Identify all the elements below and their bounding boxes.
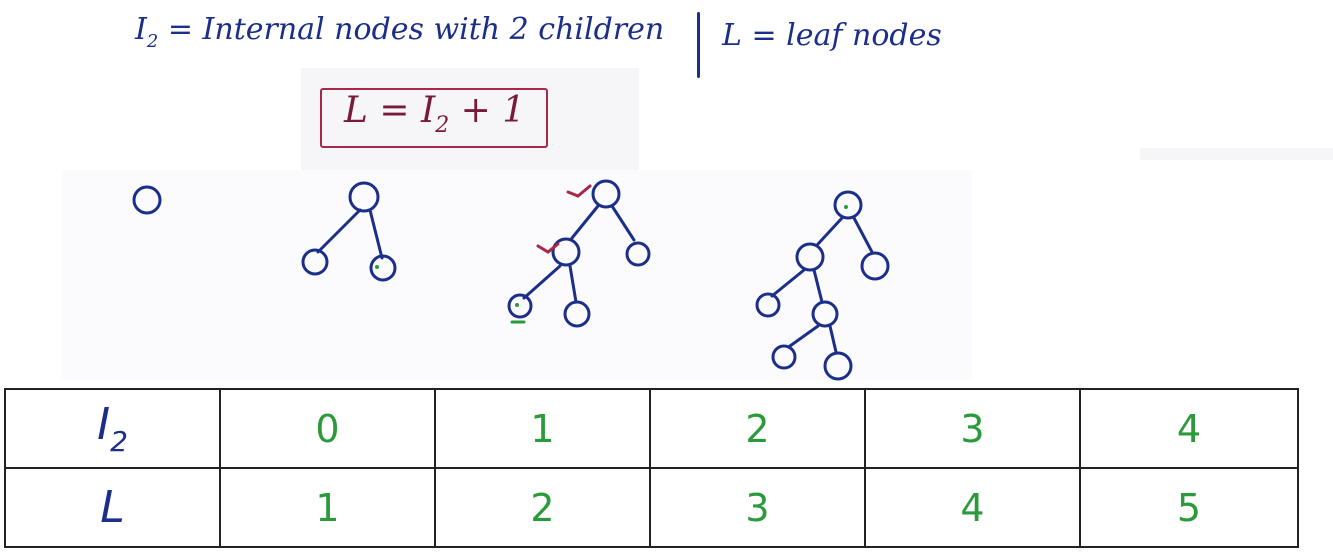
table-cell: 3 — [649, 467, 866, 548]
i2-symbol: I — [135, 12, 147, 47]
tree-node — [132, 185, 162, 215]
tree-edge — [568, 264, 578, 304]
tree-node — [591, 179, 621, 209]
internal-node-tick — [566, 184, 592, 198]
leaf-mark — [515, 303, 519, 307]
tree-two-internal — [507, 179, 651, 328]
tree-edge — [522, 264, 562, 300]
leaf-mark — [844, 205, 848, 209]
tree-node — [771, 344, 797, 370]
leaf-count-table: I2 0 1 2 3 4 L 1 2 3 4 5 — [4, 388, 1299, 548]
tree-node — [811, 300, 839, 328]
formula-background — [301, 68, 639, 176]
tree-node — [625, 241, 651, 267]
tree-edge — [812, 268, 824, 304]
table-cell: 3 — [864, 388, 1081, 469]
tree-edge — [788, 324, 820, 348]
tree-node — [348, 181, 380, 213]
row-label-i2: I2 — [4, 388, 221, 469]
heading-divider — [697, 12, 700, 78]
table-row-l: L 1 2 3 4 5 — [4, 467, 1299, 548]
tree-edge — [316, 208, 362, 254]
row-label-subscript: 2 — [110, 425, 128, 458]
tree-node — [301, 248, 329, 276]
tree-node — [860, 251, 890, 281]
tree-node — [755, 292, 781, 318]
formula-rhs: + 1 — [449, 90, 526, 131]
tree-node — [795, 242, 825, 272]
background-strip — [1140, 148, 1333, 160]
formula-subscript: 2 — [435, 113, 450, 138]
leaf-mark — [375, 265, 379, 269]
tree-edge — [770, 268, 806, 298]
tree-node — [369, 254, 397, 282]
formula-box — [320, 88, 548, 148]
formula-text: L = I2 + 1 — [344, 90, 525, 138]
tree-edge — [828, 324, 838, 354]
tree-three-internal — [755, 190, 890, 381]
leaf-nodes-definition: L = leaf nodes — [722, 18, 942, 53]
table-cell: 2 — [434, 467, 651, 548]
table-row-i2: I2 0 1 2 3 4 — [4, 388, 1299, 469]
table-cell: 0 — [219, 388, 436, 469]
tree-edge — [852, 216, 874, 254]
tree-edge — [570, 204, 600, 240]
internal-nodes-definition: I2 = Internal nodes with 2 children — [135, 12, 664, 52]
tree-edge — [610, 204, 636, 242]
table-cell: 5 — [1079, 467, 1299, 548]
tree-node — [507, 293, 533, 319]
table-cell: 4 — [864, 467, 1081, 548]
tree-node — [551, 237, 581, 267]
tree-node — [823, 351, 853, 381]
trees-background — [62, 170, 972, 380]
internal-nodes-text: = Internal nodes with 2 children — [158, 12, 665, 47]
tree-edge — [368, 208, 384, 260]
i2-subscript: 2 — [146, 31, 159, 52]
tree-single-node — [132, 185, 162, 215]
tree-one-internal — [301, 181, 397, 282]
tree-node — [833, 190, 863, 220]
table-cell: 2 — [649, 388, 866, 469]
tree-edge — [816, 216, 844, 246]
formula-lhs: L = I — [344, 90, 436, 131]
table-cell: 4 — [1079, 388, 1299, 469]
row-label-l: L — [4, 467, 221, 548]
table-cell: 1 — [434, 388, 651, 469]
tree-node — [563, 300, 591, 328]
table-cell: 1 — [219, 467, 436, 548]
internal-node-tick — [536, 242, 560, 254]
